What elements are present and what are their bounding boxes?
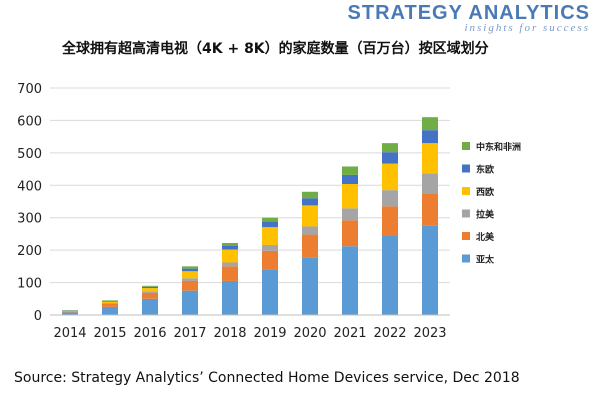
bar-segment-2017-2 (182, 278, 198, 281)
bar-segment-2016-2 (142, 291, 158, 293)
y-tick-label-0: 0 (34, 309, 42, 324)
bar-segment-2018-5 (222, 243, 238, 246)
bar-segment-2019-1 (262, 250, 278, 270)
x-tick-label-2023: 2023 (413, 326, 446, 341)
bar-segment-2023-4 (422, 130, 438, 144)
bar-segment-2015-0 (102, 306, 118, 315)
legend-label-4: 北美 (476, 231, 495, 243)
legend-label-0: 中东和非洲 (476, 141, 521, 153)
bar-segment-2015-3 (102, 301, 118, 304)
bar-segment-2021-4 (342, 174, 358, 184)
legend-label-2: 西欧 (476, 186, 494, 198)
bar-segment-2016-0 (142, 298, 158, 315)
bar-segment-2016-5 (142, 285, 158, 287)
bar-segment-2022-2 (382, 190, 398, 207)
bar-segment-2020-5 (302, 191, 318, 199)
y-tick-label-200: 200 (17, 244, 42, 259)
bar-segment-2018-4 (222, 245, 238, 250)
y-tick-label-600: 600 (17, 114, 42, 129)
bar-segment-2020-0 (302, 257, 318, 315)
x-tick-label-2021: 2021 (333, 326, 366, 341)
legend-label-1: 东欧 (476, 164, 494, 176)
bar-segment-2017-1 (182, 280, 198, 291)
bar-segment-2014-3 (62, 310, 78, 312)
bar-segment-2023-1 (422, 193, 438, 226)
legend-label-3: 拉美 (476, 209, 495, 221)
bar-segment-2019-5 (262, 217, 278, 222)
bar-segment-2022-4 (382, 152, 398, 164)
y-tick-label-400: 400 (17, 179, 42, 194)
bar-segment-2015-2 (102, 303, 118, 304)
y-tick-label-100: 100 (17, 277, 42, 292)
bar-segment-2014-1 (62, 311, 78, 313)
bar-segment-2017-5 (182, 266, 198, 269)
bar-segment-2019-2 (262, 244, 278, 251)
brand-logo: STRATEGY ANALYTICS insights for success (348, 2, 590, 34)
bar-segment-2019-0 (262, 269, 278, 315)
bar-segment-2017-4 (182, 268, 198, 272)
bar-segment-2017-0 (182, 290, 198, 315)
legend-swatch-0 (462, 142, 470, 150)
x-tick-label-2015: 2015 (93, 326, 126, 341)
legend-label-5: 亚太 (476, 254, 495, 266)
bar-segment-2023-5 (422, 117, 438, 131)
bar-segment-2018-3 (222, 249, 238, 263)
bar-segment-2022-5 (382, 143, 398, 153)
bar-segment-2023-3 (422, 143, 438, 174)
bar-segment-2016-3 (142, 288, 158, 292)
bar-segment-2020-4 (302, 198, 318, 206)
legend-swatch-2 (462, 187, 470, 195)
bar-segment-2020-3 (302, 205, 318, 227)
bar-segment-2017-3 (182, 271, 198, 279)
bar-segment-2016-4 (142, 286, 158, 289)
bar-segment-2021-2 (342, 208, 358, 221)
bar-segment-2022-0 (382, 235, 398, 315)
legend-swatch-4 (462, 232, 470, 240)
bar-segment-2021-5 (342, 166, 358, 175)
x-tick-label-2018: 2018 (213, 326, 246, 341)
bar-segment-2015-4 (102, 301, 118, 302)
bar-segment-2014-0 (62, 312, 78, 315)
bar-segment-2020-1 (302, 234, 318, 258)
bar-segment-2023-2 (422, 173, 438, 194)
legend-swatch-5 (462, 254, 470, 263)
x-tick-label-2017: 2017 (173, 326, 206, 341)
bar-segment-2018-2 (222, 262, 238, 267)
legend-swatch-1 (462, 164, 470, 173)
chart-title: 全球拥有超高清电视（4K + 8K）的家庭数量（百万台）按区域划分 (62, 41, 489, 57)
bar-segment-2018-1 (222, 266, 238, 281)
bar-segment-2022-3 (382, 163, 398, 191)
bar-segment-2016-1 (142, 292, 158, 299)
bar-segment-2015-1 (102, 303, 118, 307)
bar-segment-2020-2 (302, 226, 318, 235)
legend-swatch-3 (462, 209, 470, 218)
bar-segment-2018-0 (222, 280, 238, 315)
bar-segment-2019-3 (262, 227, 278, 245)
brand-tagline: insights for success (464, 22, 590, 34)
bar-segment-2021-1 (342, 220, 358, 247)
bar-segment-2019-4 (262, 221, 278, 228)
bar-segment-2022-1 (382, 206, 398, 236)
bar-segment-2023-0 (422, 225, 438, 315)
y-tick-label-700: 700 (17, 82, 42, 97)
x-tick-label-2022: 2022 (373, 326, 406, 341)
brand-name: STRATEGY ANALYTICS (347, 2, 590, 24)
source-note: Source: Strategy Analytics’ Connected Ho… (14, 370, 520, 386)
y-tick-label-300: 300 (17, 212, 42, 227)
x-tick-label-2019: 2019 (253, 326, 286, 341)
y-tick-label-500: 500 (17, 147, 42, 162)
x-tick-label-2016: 2016 (133, 326, 166, 341)
bar-segment-2021-3 (342, 183, 358, 209)
x-tick-label-2014: 2014 (53, 326, 86, 341)
bar-segment-2021-0 (342, 246, 358, 315)
x-tick-label-2020: 2020 (293, 326, 326, 341)
bar-segment-2015-5 (102, 300, 118, 302)
